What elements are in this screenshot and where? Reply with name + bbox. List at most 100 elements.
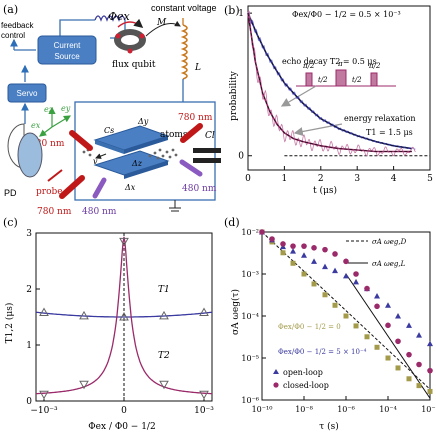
panel-d-triangle-marker: [353, 278, 360, 285]
panel-d-circle-marker: [322, 246, 328, 253]
panel-c-t2-marker: [159, 380, 169, 390]
panel-d-square-marker: [353, 323, 359, 329]
v-label: v: [93, 157, 98, 166]
panel-d-ytick-label: 10⁻²: [241, 228, 259, 237]
panel-d-circle-marker: [385, 322, 391, 329]
current-source-box: [37, 35, 97, 65]
panel-d-ref-solid: [345, 273, 431, 399]
panel-b-raw-series-1: [247, 9, 416, 157]
panel-b-xtick-label: 5: [427, 174, 433, 184]
constant-voltage-label: constant voltage: [151, 3, 217, 13]
ey-label: ey: [61, 104, 71, 113]
panel-c-t2-label: T2: [158, 351, 170, 361]
panel-c-t1-marker: [119, 311, 129, 321]
panel-d-xtick-label: 10⁻⁶: [337, 405, 355, 414]
panel-b-formula: Φex/Φ0 − 1/2 = 0.5 × 10⁻³: [292, 10, 401, 19]
panel-d-triangle-marker: [332, 267, 339, 274]
panel-d-xtick-label: 10⁻⁸: [295, 405, 313, 414]
panel-b-xlabel: t (μs): [313, 185, 337, 196]
feedback-coil-icon: [94, 15, 126, 22]
panel-c-t1-marker: [159, 310, 169, 320]
panel-a-label: (a): [3, 3, 18, 16]
panel-c-ylabel: T1,2 (μs): [4, 303, 15, 344]
panel-d-square-marker: [280, 250, 286, 256]
panel-d-square-marker: [290, 260, 296, 266]
panel-b-relaxation-label: energy relaxation: [344, 114, 416, 123]
panel-d-circle-marker: [395, 338, 401, 345]
nm780-bottom-label: 780 nm: [37, 207, 72, 217]
panel-c-t2-marker: [79, 380, 89, 390]
nm480-bottom-label: 480 nm: [82, 207, 117, 217]
panel-d-triangle-marker: [395, 313, 402, 319]
ex-label: ex: [31, 121, 41, 130]
panel-b-t1-label: T1 = 1.5 μs: [366, 128, 413, 137]
panel-d-circle-marker: [353, 271, 359, 277]
atoms-cloud: [82, 148, 178, 160]
panel-c-t1-label: T1: [158, 285, 170, 295]
laser-780-right: [180, 123, 203, 143]
panel-d-label-bias: Φex/Φ0 − 1/2 = 5 × 10⁻⁴: [278, 348, 367, 356]
panel-d-triangle-marker: [406, 322, 412, 328]
echo-pointer: [280, 85, 317, 107]
dy-label: Δy: [137, 117, 149, 126]
panel-b-ytick-label: 1: [238, 9, 244, 19]
panel-b-dashed-series-1: [247, 13, 412, 152]
panel-b-xtick-label: 4: [391, 174, 397, 184]
panel-d-square-marker: [301, 271, 307, 277]
panel-b-dashed-series-0: [247, 12, 412, 149]
panel-d-circle-marker: [343, 258, 349, 265]
panel-d-circle-marker: [427, 367, 433, 374]
panel-c-t2-marker: [199, 390, 209, 400]
panel-b-frame: [247, 5, 431, 171]
panel-d-xtick-label: 10⁻¹⁰: [252, 405, 273, 414]
control-label: control: [1, 31, 25, 40]
panel-d-circle-marker: [332, 251, 338, 257]
panel-d-ytick-label: 10⁻³: [241, 270, 259, 279]
panel-d-square-marker: [427, 388, 433, 394]
coil-l-icon: [180, 24, 188, 80]
panel-d-triangle-marker: [427, 340, 433, 347]
panel-d-circle-marker: [269, 236, 275, 242]
panel-d-xtick-label: 10⁻²: [421, 405, 436, 414]
nm780-right-label: 780 nm: [178, 113, 213, 123]
panel-d-label: (d): [224, 216, 240, 229]
panel-d-square-marker: [311, 281, 317, 287]
ez-label: ez: [44, 105, 54, 114]
panel-b-echo-label: echo decay T2 = 0.5 μs: [282, 57, 377, 66]
capacitor-cl-lower: [193, 158, 221, 163]
axis-ex-arrow: [39, 126, 53, 137]
panel-d-label-closed: closed-loop: [283, 381, 329, 390]
panel-c-xtick-label: −10⁻³: [30, 406, 58, 416]
flux-qubit-label: flux qubit: [112, 60, 156, 70]
cs-label: Cs: [104, 126, 114, 135]
panel-d-label-zero: Φex/Φ0 − 1/2 = 0: [278, 323, 341, 331]
photodetector: [17, 132, 43, 178]
feedback-label: feedback: [1, 21, 34, 30]
panel-a: (a) feedback control Φex Current Source …: [1, 3, 221, 217]
panel-d-ref-dashed: [261, 231, 431, 390]
panel-b-chart: (b) Φex/Φ0 − 1/2 = 0.5 × 10⁻³ echo decay…: [224, 4, 433, 196]
panel-d-circle-marker: [311, 245, 317, 251]
panel-d-triangle-marker: [416, 332, 423, 338]
panel-d-triangle-marker: [311, 258, 318, 264]
atoms-label: atoms: [160, 130, 188, 140]
panel-d-circle-marker: [301, 243, 307, 249]
pulse-label-3: π: [337, 60, 343, 68]
panel-d-ytick-label: 10⁻⁴: [241, 312, 259, 321]
legend-l-label: σA ωeg,L: [372, 260, 406, 268]
panel-d-circle-marker: [406, 351, 412, 358]
panel-c-ytick-label: 1: [26, 341, 32, 351]
panel-d-triangle-marker: [301, 252, 307, 258]
laser-480-right: [179, 159, 203, 177]
pulse-label-1: π/2: [302, 62, 315, 70]
servo-box: [7, 83, 47, 103]
cl-label: Cl: [205, 131, 215, 141]
panel-c-xtick-label: 0: [121, 406, 127, 416]
panel-d-square-marker: [385, 355, 391, 361]
panel-c-xtick-label: 10⁻³: [194, 406, 214, 416]
current-label: Current: [54, 41, 81, 50]
panel-c-label: (c): [3, 216, 18, 229]
panel-d-chart: (d) σA ωeg(τ) τ (s) σA ωeg,D σA ωeg,L Φe…: [224, 216, 436, 432]
panel-c-t1-marker: [199, 307, 209, 317]
laser-480-bottom: [92, 177, 107, 199]
